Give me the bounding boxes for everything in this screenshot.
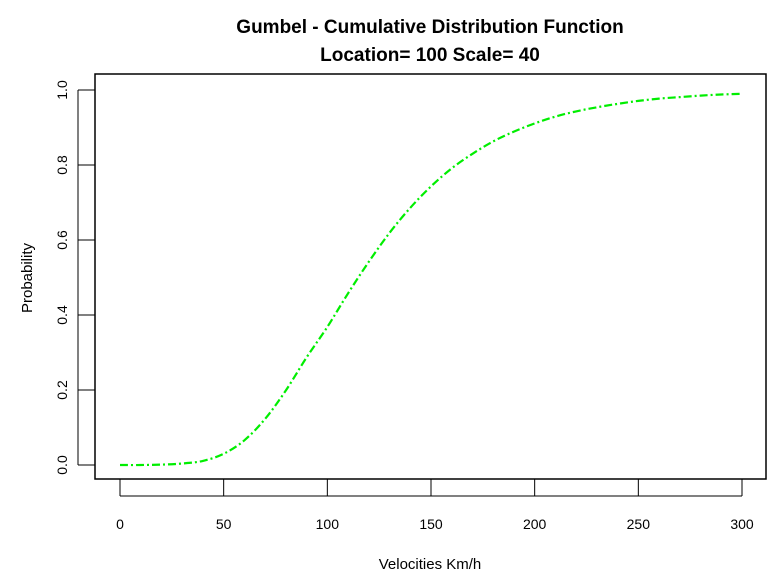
y-tick-label: 0.4 [54,305,70,325]
y-tick-label: 0.6 [54,230,70,250]
chart-subtitle: Location= 100 Scale= 40 [320,45,540,66]
x-tick-label: 200 [523,516,547,532]
series-line [119,92,743,467]
x-tick-label: 100 [316,516,340,532]
y-axis-label: Probability [19,242,36,313]
x-axis-label: Velocities Km/h [379,556,482,573]
x-tick-label: 150 [419,516,443,532]
x-tick-label: 250 [627,516,651,532]
x-tick-label: 0 [116,516,124,532]
y-axis: 0.0 0.2 0.4 0.6 0.8 1.0 [54,80,95,475]
x-tick-label: 300 [730,516,754,532]
y-tick-label: 0.0 [54,455,70,475]
plot-frame [94,73,767,480]
x-axis: 0 50 100 150 200 250 300 [116,479,754,532]
y-tick-label: 0.8 [54,155,70,175]
chart-title: Gumbel - Cumulative Distribution Functio… [236,17,623,38]
y-tick-label: 1.0 [54,80,70,100]
x-tick-label: 50 [216,516,232,532]
y-tick-label: 0.2 [54,380,70,400]
